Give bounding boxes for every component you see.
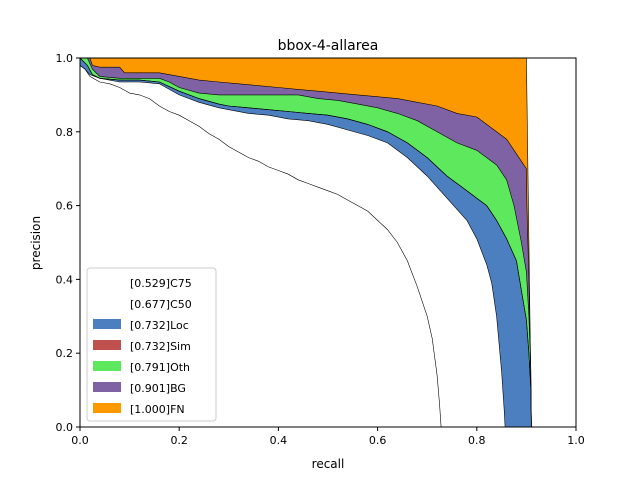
legend-label: [0.791]Oth xyxy=(130,361,190,374)
y-tick-label: 0.0 xyxy=(56,421,74,434)
legend-label: [1.000]FN xyxy=(130,403,185,416)
legend-label: [0.732]Sim xyxy=(130,340,191,353)
legend-label: [0.732]Loc xyxy=(130,319,189,332)
legend-label: [0.529]C75 xyxy=(130,277,192,290)
legend-swatch xyxy=(93,340,121,350)
y-axis-label: precision xyxy=(29,216,43,270)
x-tick-label: 0.4 xyxy=(270,434,288,447)
y-tick-label: 1.0 xyxy=(56,52,74,65)
legend-swatch xyxy=(93,319,121,329)
legend-swatch xyxy=(93,382,121,392)
line--0-529-c75 xyxy=(79,65,442,428)
x-ticks: 0.0 0.2 0.4 0.6 0.8 1.0 xyxy=(71,427,585,447)
axes-frame xyxy=(79,57,577,428)
y-tick-label: 0.8 xyxy=(56,126,74,139)
line--0-901-bg xyxy=(80,57,532,428)
legend-swatch xyxy=(93,361,121,371)
x-tick-label: 0.6 xyxy=(369,434,387,447)
x-axis-label: recall xyxy=(312,457,345,471)
x-tick-label: 1.0 xyxy=(567,434,585,447)
legend-swatch xyxy=(93,277,121,287)
line--0-732-sim xyxy=(79,57,532,428)
legend-label: [0.677]C50 xyxy=(130,298,192,311)
y-tick-label: 0.2 xyxy=(56,347,74,360)
legend-label: [0.901]BG xyxy=(130,382,186,395)
chart-title: bbox-4-allarea xyxy=(278,38,379,54)
line--0-677-c50 xyxy=(79,65,506,428)
x-tick-label: 0.8 xyxy=(468,434,486,447)
y-tick-label: 0.4 xyxy=(56,273,74,286)
x-tick-label: 0.2 xyxy=(170,434,188,447)
y-ticks: 0.0 0.2 0.4 0.6 0.8 1.0 xyxy=(56,52,80,434)
legend-swatch xyxy=(93,298,121,308)
line--0-791-oth xyxy=(80,57,532,428)
legend-swatch xyxy=(93,403,121,413)
x-tick-label: 0.0 xyxy=(71,434,89,447)
y-tick-label: 0.6 xyxy=(56,200,74,213)
legend: [0.529]C75 [0.677]C50 [0.732]Loc [0.732]Sim… xyxy=(86,267,217,422)
